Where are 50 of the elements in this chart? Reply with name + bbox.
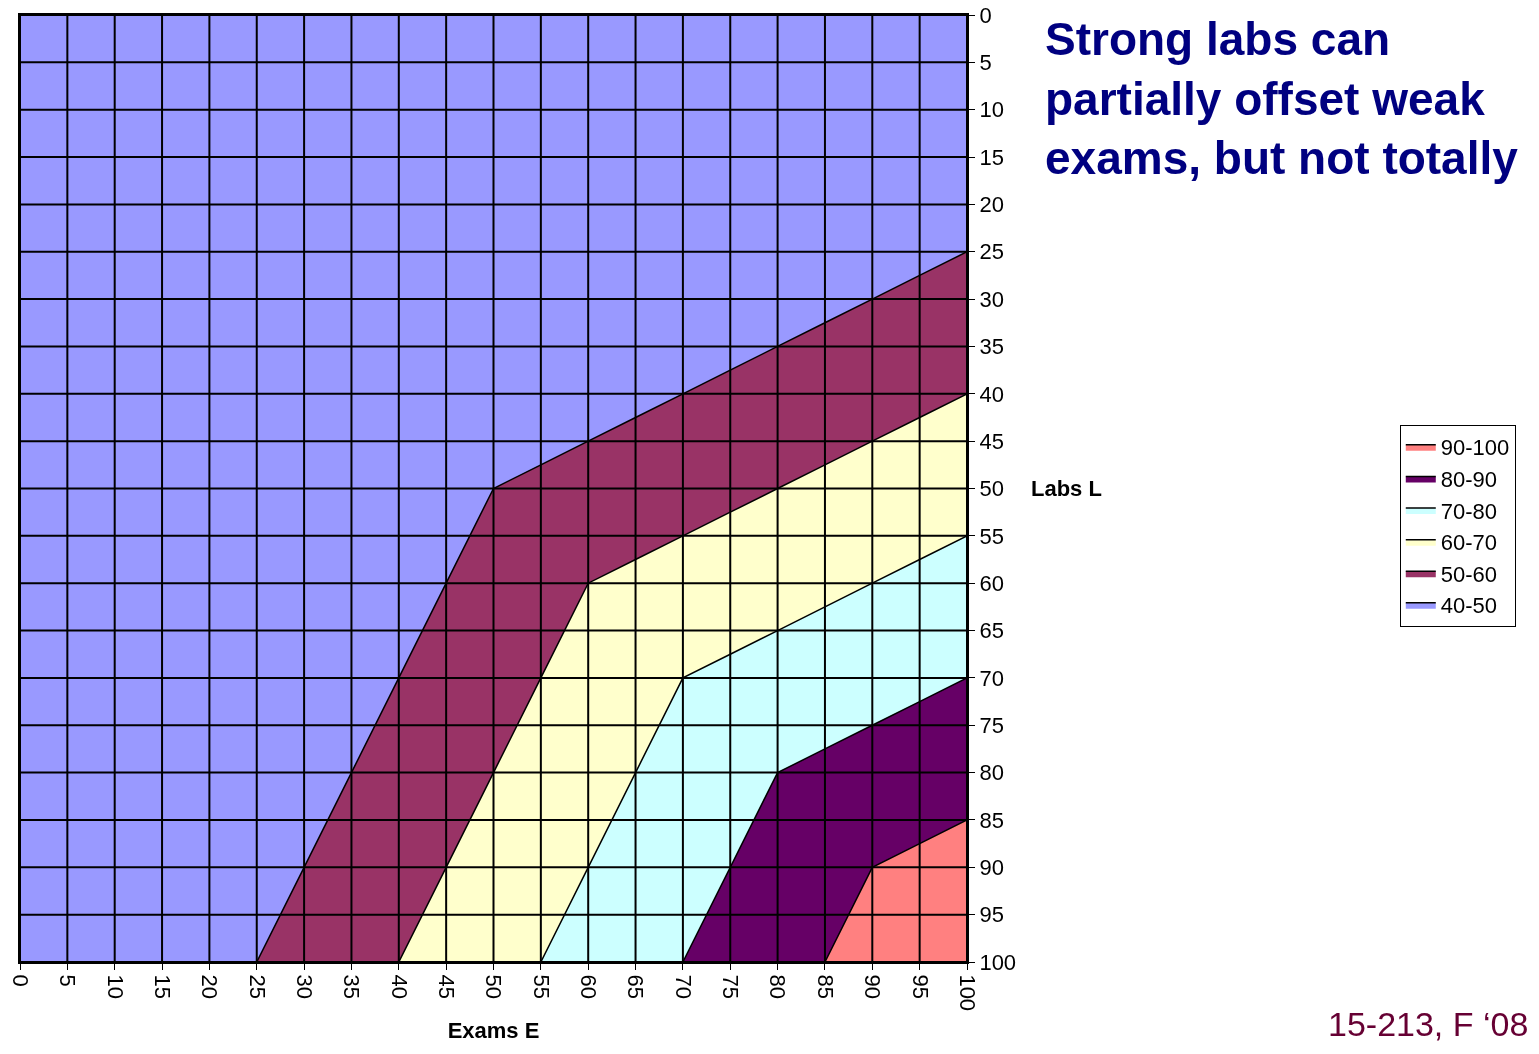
x-tick-label: 50 [481, 974, 507, 999]
x-tick-label: 20 [197, 974, 223, 999]
y-tick-label: 35 [979, 334, 1004, 360]
x-tick-label: 30 [291, 974, 317, 999]
x-tick-label: 55 [528, 974, 554, 999]
legend-label: 60-70 [1440, 530, 1498, 556]
y-tick-label: 45 [979, 428, 1004, 454]
y-tick-label: 10 [979, 97, 1004, 123]
x-tick-label: 60 [576, 974, 602, 999]
y-tick-label: 50 [979, 476, 1004, 502]
y-tick-label: 85 [979, 807, 1004, 833]
x-tick-label: 85 [812, 974, 838, 999]
y-axis-title: Labs L [1031, 476, 1102, 501]
y-tick-label: 60 [979, 570, 1004, 596]
x-tick-label: 40 [386, 974, 412, 999]
x-tick-label: 0 [7, 974, 33, 987]
x-tick-label: 90 [860, 974, 886, 999]
x-tick-label: 80 [765, 974, 791, 999]
text: 15-213, F ‘08 [1328, 1005, 1529, 1043]
y-tick-label: 15 [979, 144, 1004, 170]
x-tick-label: 15 [149, 974, 175, 999]
legend-label: 80-90 [1440, 467, 1498, 493]
legend-label: 40-50 [1440, 593, 1498, 619]
y-tick-label: 55 [979, 523, 1004, 549]
y-tick-label: 0 [979, 2, 992, 28]
y-tick-label: 20 [979, 192, 1004, 218]
y-tick-label: 70 [979, 665, 1004, 691]
x-tick-label: 5 [55, 974, 81, 987]
legend-label: 90-100 [1440, 435, 1510, 461]
y-tick-label: 95 [979, 902, 1004, 928]
legend-label: 70-80 [1440, 498, 1498, 524]
x-tick-label: 10 [102, 974, 128, 999]
x-tick-label: 95 [907, 974, 933, 999]
y-tick-label: 65 [979, 618, 1004, 644]
x-tick-label: 25 [244, 974, 270, 999]
y-tick-label: 75 [979, 712, 1004, 738]
y-tick-label: 80 [979, 760, 1004, 786]
y-tick-label: 25 [979, 239, 1004, 265]
y-tick-label: 30 [979, 286, 1004, 312]
x-tick-label: 65 [623, 974, 649, 999]
text: Strong labs can partially offset weak exams, but not totally [1045, 12, 1519, 185]
y-tick-label: 90 [979, 855, 1004, 880]
y-tick-label: 5 [979, 50, 992, 76]
y-tick-label: 40 [979, 381, 1004, 407]
x-tick-label: 70 [670, 974, 696, 999]
x-tick-label: 45 [434, 974, 459, 999]
x-tick-label: 75 [718, 974, 744, 999]
x-tick-label: 35 [339, 974, 365, 999]
x-axis-title: Exams E [447, 1017, 540, 1043]
legend-label: 50-60 [1440, 561, 1498, 587]
